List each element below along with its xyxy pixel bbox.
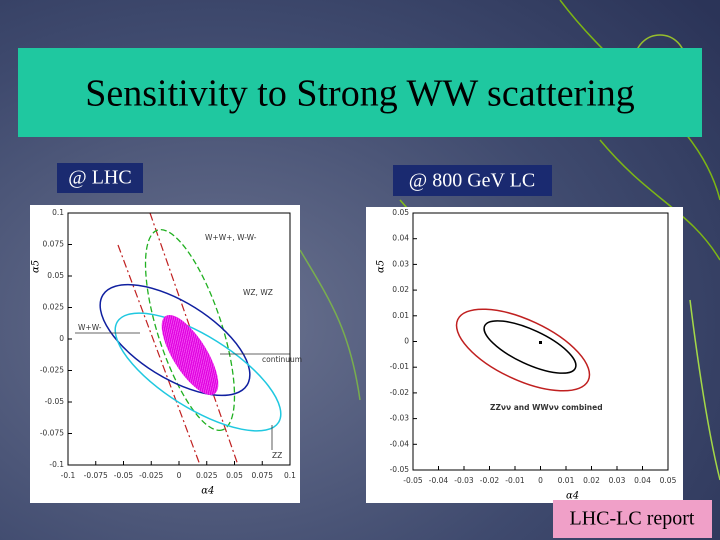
x-tick-label: -0.03 <box>454 476 474 485</box>
x-tick-label: -0.075 <box>84 471 108 480</box>
x-tick-label: 0.04 <box>634 476 651 485</box>
y-tick-label: 0.01 <box>392 311 409 320</box>
x-tick-label: 0.1 <box>284 471 296 480</box>
y-tick-label: 0.04 <box>392 234 409 243</box>
annotation: continuum <box>262 355 302 364</box>
y-tick-label: 0 <box>59 334 64 343</box>
sm-point <box>539 341 542 344</box>
contour <box>455 308 591 392</box>
y-tick-label: -0.05 <box>45 397 65 406</box>
slide-title: Sensitivity to Strong WW scattering <box>85 73 635 115</box>
x-tick-label: -0.01 <box>505 476 525 485</box>
contour <box>483 320 577 374</box>
contour <box>99 283 251 397</box>
x-axis-label: α4 <box>201 486 214 497</box>
x-tick-label: 0.05 <box>226 471 243 480</box>
annotation: WZ, WZ <box>243 288 273 297</box>
y-tick-label: 0.05 <box>47 271 64 280</box>
contour <box>144 229 236 431</box>
y-tick-label: -0.01 <box>390 362 410 371</box>
y-tick-label: -0.04 <box>390 439 410 448</box>
x-tick-label: -0.1 <box>61 471 76 480</box>
panel-label: @ 800 GeV LC <box>409 170 535 192</box>
x-tick-label: -0.02 <box>480 476 500 485</box>
y-tick-label: 0.03 <box>392 259 409 268</box>
y-tick-label: -0.025 <box>40 366 64 375</box>
annotation: ZZ <box>272 451 282 460</box>
y-tick-label: -0.03 <box>390 414 410 423</box>
y-axis-label: α5 <box>376 260 387 273</box>
y-tick-label: 0 <box>404 337 409 346</box>
x-tick-label: 0.05 <box>660 476 677 485</box>
x-tick-label: 0.02 <box>583 476 600 485</box>
x-tick-label: -0.025 <box>139 471 163 480</box>
y-tick-label: 0.075 <box>43 240 65 249</box>
x-tick-label: 0.01 <box>558 476 575 485</box>
panel-box <box>57 163 143 193</box>
x-tick-label: -0.04 <box>429 476 449 485</box>
title-box <box>18 48 702 137</box>
contours <box>455 308 591 392</box>
annotation: ZZνν and WWνν combined <box>490 403 603 412</box>
y-tick-label: -0.02 <box>390 388 410 397</box>
contour-line <box>117 244 201 466</box>
x-axis-label: α4 <box>566 491 579 502</box>
panel-label: @ LHC <box>68 167 131 189</box>
x-tick-label: 0.025 <box>196 471 218 480</box>
plot-panel <box>366 207 683 503</box>
x-tick-label: 0 <box>538 476 543 485</box>
annotation: W+W- <box>78 323 102 332</box>
footer: LHC-LC report <box>570 508 695 530</box>
y-tick-label: 0.025 <box>43 303 65 312</box>
x-tick-label: 0 <box>177 471 182 480</box>
y-axis-label: α5 <box>31 260 42 273</box>
x-tick-label: -0.05 <box>403 476 423 485</box>
y-tick-label: 0.05 <box>392 208 409 217</box>
footer-box <box>553 500 712 538</box>
y-tick-label: 0.1 <box>52 208 64 217</box>
y-tick-label: 0.02 <box>392 285 409 294</box>
contours <box>75 212 290 466</box>
excluded-region <box>161 314 219 396</box>
y-tick-label: -0.075 <box>40 429 64 438</box>
x-tick-label: -0.05 <box>114 471 134 480</box>
x-tick-label: 0.03 <box>609 476 626 485</box>
y-tick-label: -0.1 <box>49 460 64 469</box>
contour <box>114 312 282 432</box>
y-tick-label: -0.05 <box>390 465 410 474</box>
annotation: W+W+, W-W- <box>205 233 257 242</box>
x-tick-label: 0.075 <box>252 471 274 480</box>
panel-box <box>393 165 552 196</box>
